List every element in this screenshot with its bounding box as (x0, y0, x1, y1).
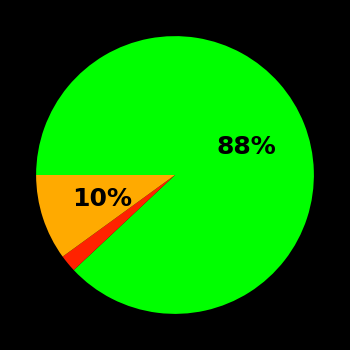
Wedge shape (36, 36, 314, 314)
Text: 10%: 10% (72, 187, 132, 211)
Wedge shape (36, 175, 175, 257)
Text: 88%: 88% (216, 135, 276, 159)
Wedge shape (63, 175, 175, 270)
